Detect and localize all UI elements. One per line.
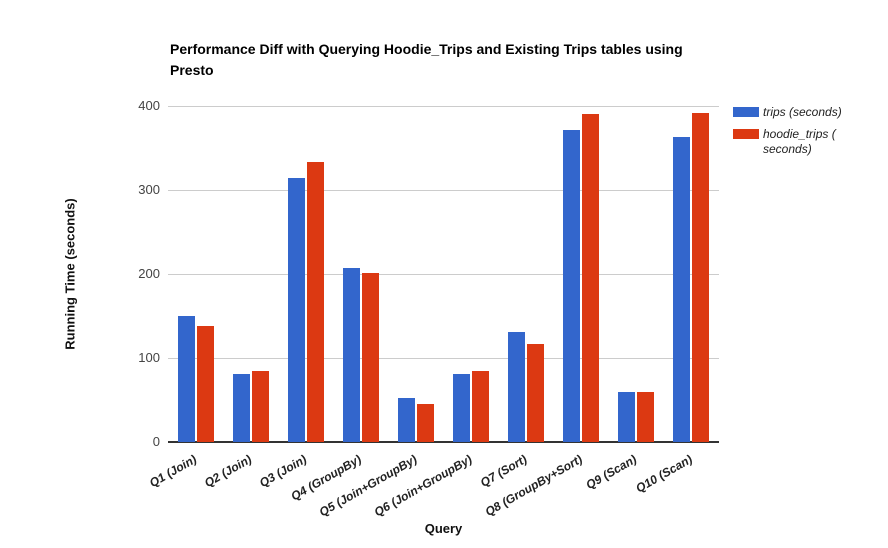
y-tick-label-200: 200	[138, 266, 160, 281]
bar-hoodie_trips-q4	[361, 273, 379, 442]
x-category-label-q10: Q10 (Scan)	[633, 452, 695, 496]
legend-swatch-trips	[733, 107, 759, 117]
bar-group-10	[664, 106, 719, 442]
gridline-300	[168, 190, 719, 191]
legend-label-hoodie-trips: hoodie_trips ( seconds)	[763, 127, 836, 157]
bar-trips-q8	[563, 130, 581, 442]
y-tick-label-300: 300	[138, 182, 160, 197]
bar-group-5	[388, 106, 443, 442]
chart-title: Performance Diff with Querying Hoodie_Tr…	[170, 41, 683, 78]
bar-hoodie_trips-q6	[472, 370, 490, 442]
gridline-100	[168, 358, 719, 359]
bar-trips-q1	[177, 316, 195, 442]
bar-trips-q5	[397, 398, 415, 442]
x-category-label-q8: Q8 (GroupBy+Sort)	[482, 452, 585, 519]
bar-trips-q3	[287, 178, 305, 442]
bar-trips-q4	[342, 268, 360, 442]
legend-label-line: trips (seconds)	[763, 105, 842, 119]
y-tick-label-100: 100	[138, 350, 160, 365]
bar-trips-q9	[618, 391, 636, 442]
bar-hoodie_trips-q3	[306, 162, 324, 442]
legend: trips (seconds) hoodie_trips ( seconds)	[733, 105, 885, 157]
bar-hoodie_trips-q8	[582, 114, 600, 442]
bar-hoodie_trips-q1	[196, 326, 214, 442]
bar-group-9	[609, 106, 664, 442]
plot-area	[168, 106, 719, 443]
bar-groups	[168, 106, 719, 442]
x-category-label-q5: Q5 (Join+GroupBy)	[316, 452, 419, 520]
legend-label-line: seconds)	[763, 142, 812, 156]
bar-group-2	[223, 106, 278, 442]
legend-item-trips: trips (seconds)	[733, 105, 885, 120]
gridline-400	[168, 106, 719, 107]
bar-group-6	[443, 106, 498, 442]
legend-label-trips: trips (seconds)	[763, 105, 842, 120]
bar-group-1	[168, 106, 223, 442]
bar-group-3	[278, 106, 333, 442]
legend-swatch-hoodie-trips	[733, 129, 759, 139]
y-tick-label-400: 400	[138, 98, 160, 113]
bar-trips-q7	[508, 331, 526, 442]
x-category-label-q2: Q2 (Join)	[201, 452, 254, 491]
y-tick-label-0: 0	[152, 434, 160, 449]
bar-group-8	[554, 106, 609, 442]
x-category-label-q1: Q1 (Join)	[146, 452, 199, 491]
bar-hoodie_trips-q2	[251, 371, 269, 442]
bar-group-7	[499, 106, 554, 442]
bar-group-4	[333, 106, 388, 442]
bar-trips-q6	[453, 373, 471, 442]
legend-label-line: hoodie_trips (	[763, 127, 836, 141]
bar-trips-q2	[232, 373, 250, 442]
bar-hoodie_trips-q5	[416, 404, 434, 442]
x-axis-baseline	[168, 441, 719, 443]
x-category-label-q6: Q6 (Join+GroupBy)	[371, 452, 475, 520]
bar-hoodie_trips-q7	[527, 343, 545, 442]
bar-trips-q10	[673, 137, 691, 442]
bar-hoodie_trips-q9	[637, 392, 655, 442]
gridline-200	[168, 274, 719, 275]
bar-hoodie_trips-q10	[692, 112, 710, 442]
x-axis-title: Query	[424, 521, 463, 536]
legend-item-hoodie-trips: hoodie_trips ( seconds)	[733, 127, 885, 157]
x-category-label-q9: Q9 (Scan)	[583, 452, 640, 493]
